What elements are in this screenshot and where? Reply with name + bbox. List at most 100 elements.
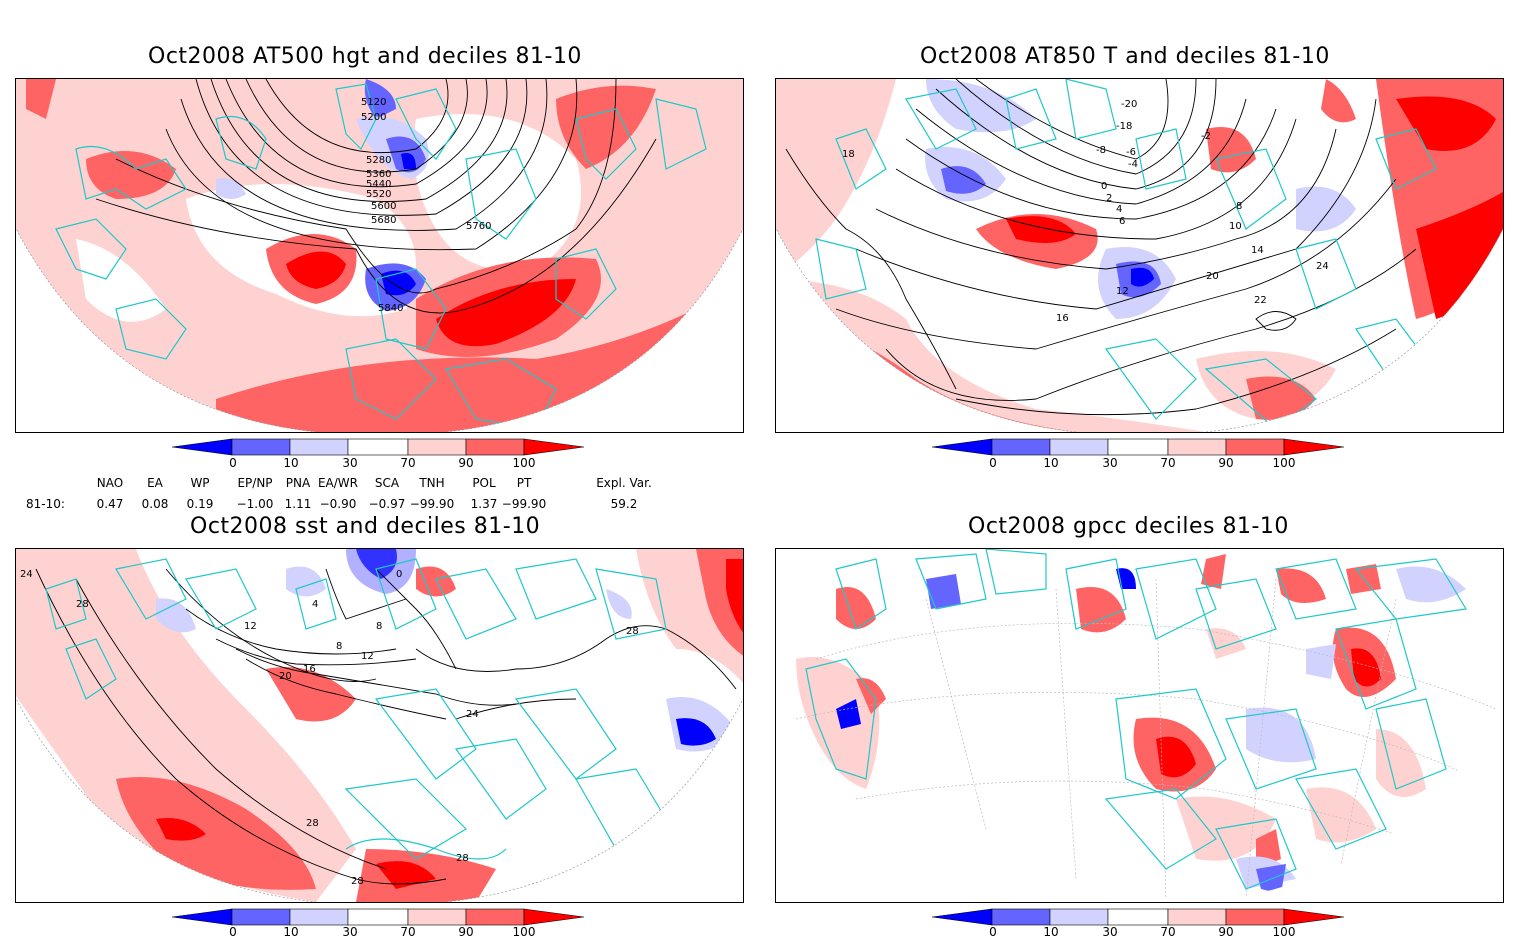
svg-text:20: 20 <box>279 671 292 682</box>
svg-text:4: 4 <box>312 599 318 610</box>
colorbar-ticks-gpcc: 0 10 30 70 90 100 <box>760 925 1520 940</box>
colorbar-tick-label: 0 <box>229 925 237 939</box>
svg-text:5360: 5360 <box>366 169 391 180</box>
map-gpcc-svg <box>776 549 1503 902</box>
index-value: −99.90 <box>501 497 547 511</box>
colorbar-segment <box>1107 908 1169 926</box>
indices-header-row: NAO EA WP EP/NP PNA EA/WR SCA TNH POL PT Expl. Var… <box>0 476 760 492</box>
svg-text:28: 28 <box>76 599 89 610</box>
map-gpcc <box>775 548 1504 903</box>
panel-title-t850: Oct2008 AT850 T and deciles 81-10 <box>920 44 1330 69</box>
svg-text:5440: 5440 <box>366 179 391 190</box>
svg-text:28: 28 <box>351 876 364 887</box>
svg-text:2: 2 <box>1106 193 1112 204</box>
svg-text:16: 16 <box>303 664 316 675</box>
svg-text:12: 12 <box>361 651 374 662</box>
map-sst-svg: 24 28 12 4 8 16 20 0 28 28 28 28 24 12 8 <box>16 549 743 902</box>
map-t850: -20 -18 -8 -6 -4 -2 0 2 4 6 8 10 12 14 1… <box>775 78 1504 433</box>
colorbar-segment <box>289 438 349 456</box>
svg-text:-20: -20 <box>1121 99 1137 110</box>
colorbar-segment <box>1225 438 1285 456</box>
svg-text:-8: -8 <box>1096 145 1106 156</box>
index-value: −1.00 <box>236 497 274 511</box>
colorbar-tick-label: 90 <box>1218 925 1234 939</box>
index-name: EA <box>147 476 163 490</box>
index-name: POL <box>472 476 496 490</box>
index-value: 0.08 <box>141 497 169 511</box>
colorbar-segment <box>932 438 993 456</box>
colorbar-segment <box>172 438 233 456</box>
svg-text:10: 10 <box>1229 221 1242 232</box>
panel-title-hgt500: Oct2008 AT500 hgt and deciles 81-10 <box>148 44 582 69</box>
svg-text:8: 8 <box>376 621 382 632</box>
svg-text:5600: 5600 <box>371 201 396 212</box>
index-name: EA/WR <box>317 476 359 490</box>
index-value: 0.47 <box>96 497 124 511</box>
colorbar-tick-label: 10 <box>283 925 299 939</box>
colorbar-segment <box>172 908 233 926</box>
colorbar-sst <box>172 908 585 926</box>
index-value: 59.2 <box>610 497 638 511</box>
colorbar-ticks-sst: 0 10 30 70 90 100 <box>0 925 760 940</box>
colorbar-segment <box>1167 908 1227 926</box>
svg-text:24: 24 <box>20 569 33 580</box>
colorbar-tick-label: 70 <box>1160 925 1176 939</box>
svg-text:8: 8 <box>1236 201 1242 212</box>
colorbar-hgt500 <box>172 438 585 456</box>
colorbar-tick-label: 70 <box>400 925 416 939</box>
index-value: 1.11 <box>284 497 312 511</box>
index-name: PNA <box>285 476 311 490</box>
panel-title-sst: Oct2008 sst and deciles 81-10 <box>190 514 541 539</box>
index-name: EP/NP <box>237 476 273 490</box>
svg-text:5680: 5680 <box>371 215 396 226</box>
index-value: 1.37 <box>470 497 498 511</box>
colorbar-segment <box>932 908 993 926</box>
svg-text:24: 24 <box>1316 261 1329 272</box>
colorbar-tick-label: 30 <box>342 456 358 470</box>
colorbar-tick-label: 10 <box>1043 456 1059 470</box>
map-hgt500: 5120 5200 5280 5360 5440 5520 5600 5680 … <box>15 78 744 433</box>
colorbar-segment <box>465 908 525 926</box>
index-name: WP <box>190 476 210 490</box>
panel-title-gpcc: Oct2008 gpcc deciles 81-10 <box>968 514 1289 539</box>
colorbar-segment <box>1225 908 1285 926</box>
colorbar-segment <box>523 438 585 456</box>
svg-text:24: 24 <box>466 709 479 720</box>
colorbar-segment <box>991 908 1051 926</box>
index-value: −0.97 <box>368 497 406 511</box>
index-name: PT <box>516 476 532 490</box>
colorbar-tick-label: 90 <box>458 925 474 939</box>
colorbar-tick-label: 70 <box>1160 456 1176 470</box>
colorbar-segment <box>1283 438 1345 456</box>
map-t850-svg: -20 -18 -8 -6 -4 -2 0 2 4 6 8 10 12 14 1… <box>776 79 1503 432</box>
colorbar-tick-label: 30 <box>1102 456 1118 470</box>
svg-text:6: 6 <box>1119 216 1125 227</box>
svg-text:8: 8 <box>336 641 342 652</box>
index-name: SCA <box>374 476 400 490</box>
index-value: −99.90 <box>409 497 455 511</box>
colorbar-tick-label: 100 <box>512 925 536 939</box>
svg-text:5520: 5520 <box>366 189 391 200</box>
svg-text:12: 12 <box>1116 286 1129 297</box>
indices-row-label: 81-10: <box>26 497 65 511</box>
index-name: Expl. Var. <box>596 476 652 490</box>
colorbar-tick-label: 100 <box>1272 925 1296 939</box>
index-name: NAO <box>96 476 124 490</box>
map-hgt500-svg: 5120 5200 5280 5360 5440 5520 5600 5680 … <box>16 79 743 432</box>
colorbar-gpcc <box>932 908 1345 926</box>
colorbar-segment <box>1049 908 1109 926</box>
colorbar-segment <box>1283 908 1345 926</box>
colorbar-tick-label: 30 <box>342 925 358 939</box>
colorbar-segment <box>289 908 349 926</box>
colorbar-segment <box>991 438 1051 456</box>
svg-text:-6: -6 <box>1126 147 1136 158</box>
svg-text:28: 28 <box>456 853 469 864</box>
index-value: −0.90 <box>319 497 357 511</box>
svg-text:-2: -2 <box>1201 131 1211 142</box>
colorbar-tick-label: 30 <box>1102 925 1118 939</box>
colorbar-segment <box>1167 438 1227 456</box>
colorbar-segment <box>231 908 291 926</box>
svg-text:28: 28 <box>306 818 319 829</box>
svg-text:5840: 5840 <box>378 303 403 314</box>
svg-text:-4: -4 <box>1128 159 1138 170</box>
